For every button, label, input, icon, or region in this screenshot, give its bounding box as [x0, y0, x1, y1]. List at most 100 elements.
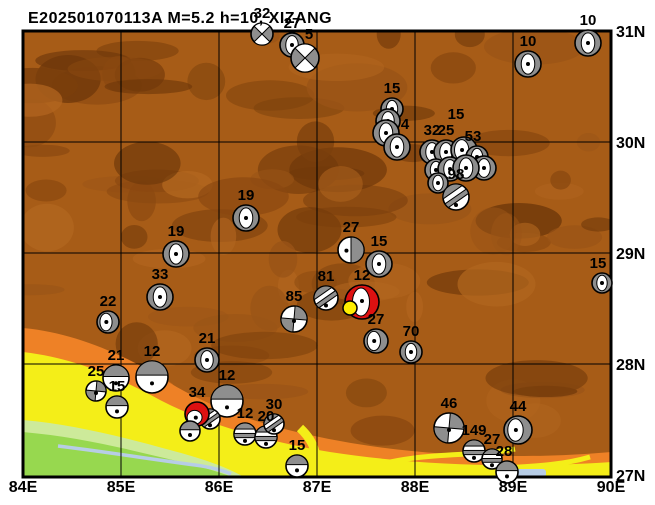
- terrain-blob: [211, 331, 318, 360]
- terrain-mottling: [24, 32, 610, 476]
- lon-label: 90E: [597, 479, 626, 496]
- depth-label: 12: [219, 367, 236, 384]
- depth-label: 25: [88, 363, 105, 380]
- depth-label: 32: [424, 122, 441, 139]
- lon-label: 89E: [499, 479, 528, 496]
- terrain-blob: [550, 170, 571, 190]
- terrain-blob: [296, 206, 397, 228]
- focal-mechanism-ball: [591, 272, 613, 294]
- focal-mechanism-ball: [427, 172, 449, 194]
- terrain-blob: [187, 62, 226, 101]
- terrain-blob: [484, 32, 585, 65]
- depth-label: 70: [403, 323, 420, 340]
- terrain-blob: [581, 217, 610, 232]
- lat-label: 31N: [616, 24, 645, 41]
- terrain-blob: [485, 360, 588, 397]
- terrain-blob: [250, 285, 289, 331]
- map-title: E202501070113A M=5.2 h=10, XIZANG: [28, 10, 332, 27]
- terrain-blob: [454, 32, 485, 48]
- terrain-blob: [114, 141, 181, 185]
- lon-label: 86E: [205, 479, 234, 496]
- lat-label: 30N: [616, 135, 645, 152]
- epicenter-marker-layer: [342, 300, 358, 316]
- lat-label: 27N: [616, 468, 645, 485]
- focal-mechanism-ball: [337, 236, 365, 264]
- depth-label: 15: [371, 233, 388, 250]
- terrain-blob: [547, 225, 603, 249]
- focal-mechanism-ball: [383, 133, 411, 161]
- depth-label: 12: [144, 343, 161, 360]
- terrain-blob: [534, 182, 584, 200]
- focal-mechanism-ball: [280, 305, 308, 333]
- terrain-blob: [104, 79, 193, 95]
- depth-label: 81: [318, 268, 335, 285]
- terrain-lowland-yellow: [24, 352, 610, 476]
- lat-label: 28N: [616, 357, 645, 374]
- focal-mechanism-ball: [210, 384, 244, 418]
- focal-mechanism-ball: [399, 340, 423, 364]
- depth-label: 30: [266, 396, 283, 413]
- depth-label: 85: [286, 288, 303, 305]
- focal-mechanism-ball: [194, 347, 220, 373]
- focal-mechanism-ball: [285, 454, 309, 478]
- terrain-blob: [430, 52, 476, 84]
- terrain-blob: [24, 284, 65, 296]
- terrain-blob: [470, 207, 517, 255]
- depth-label: 4: [401, 116, 410, 133]
- depth-label: 15: [109, 378, 126, 395]
- depth-label: 27: [368, 311, 385, 328]
- lon-label: 88E: [401, 479, 430, 496]
- depth-label: 27: [343, 219, 360, 236]
- focal-mechanism-ball: [105, 395, 129, 419]
- terrain-blob: [25, 179, 67, 202]
- terrain-blob: [350, 415, 415, 446]
- lon-label: 84E: [9, 479, 38, 496]
- depth-label: 19: [238, 187, 255, 204]
- depth-label: 33: [152, 266, 169, 283]
- lon-label: 87E: [303, 479, 332, 496]
- focal-mechanism-ball: [85, 380, 107, 402]
- depth-label: 15: [384, 80, 401, 97]
- lon-label: 85E: [107, 479, 136, 496]
- terrain-blob: [24, 203, 74, 252]
- depth-label: 25: [438, 122, 455, 139]
- focal-mechanism-ball: [495, 460, 519, 484]
- depth-label: 149: [461, 422, 486, 439]
- depth-label: 21: [108, 347, 125, 364]
- focal-mechanism-ball: [96, 310, 120, 334]
- depth-label: 5: [305, 26, 313, 43]
- focal-mechanism-ball: [250, 22, 274, 46]
- terrain-blob: [376, 32, 401, 49]
- focal-mechanism-ball: [462, 439, 486, 463]
- focal-mechanism-ball: [179, 420, 201, 442]
- depth-label: 10: [580, 12, 597, 29]
- focal-mechanism-ball: [102, 364, 130, 392]
- depth-label: 20: [258, 408, 275, 425]
- depth-label: 53: [465, 128, 482, 145]
- terrain-blob: [24, 83, 63, 117]
- terrain-blob: [198, 177, 289, 216]
- epicenter-marker: [342, 300, 358, 316]
- depth-label: 44: [510, 398, 527, 415]
- focal-mechanism-ball: [290, 43, 320, 73]
- depth-label: 27: [284, 15, 301, 32]
- depth-label: 98: [448, 166, 465, 183]
- depth-label: 46: [441, 395, 458, 412]
- focal-mechanism-ball: [574, 29, 602, 57]
- terrain-blob: [115, 322, 158, 366]
- terrain-yellow-streak: [296, 424, 321, 476]
- focal-mechanism-ball: [146, 283, 174, 311]
- terrain-blob: [457, 261, 536, 307]
- depth-label: 22: [100, 293, 117, 310]
- focal-mechanism-ball: [503, 415, 533, 445]
- focal-mechanism-ball: [260, 410, 285, 435]
- focal-mechanism-ball: [233, 422, 257, 446]
- map-frame: [21, 29, 613, 479]
- depth-label: 19: [168, 223, 185, 240]
- lat-label: 29N: [616, 246, 645, 263]
- depth-label: 32: [254, 5, 271, 22]
- depth-label: 12: [354, 267, 371, 284]
